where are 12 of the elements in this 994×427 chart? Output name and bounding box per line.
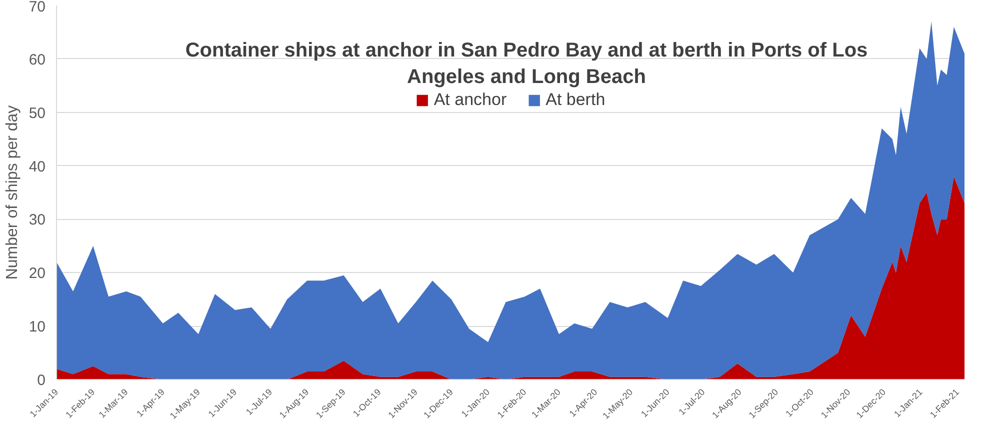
- y-tick-label: 40: [28, 158, 46, 176]
- y-axis-title: Number of ships per day: [4, 105, 21, 280]
- y-tick-label: 0: [37, 372, 46, 389]
- y-tick-label: 70: [28, 0, 46, 16]
- legend-label: At berth: [546, 90, 606, 110]
- y-tick-label: 60: [28, 51, 46, 68]
- y-tick-label: 10: [28, 318, 46, 336]
- text: Container ships at anchor in San Pedro Bay and at berth in Ports of Los Angeles and Long Beach: [185, 40, 868, 88]
- y-tick-label: 50: [28, 104, 46, 122]
- legend-label: At anchor: [434, 90, 507, 110]
- y-tick-label: 30: [28, 212, 46, 229]
- y-tick-label: 20: [28, 265, 46, 282]
